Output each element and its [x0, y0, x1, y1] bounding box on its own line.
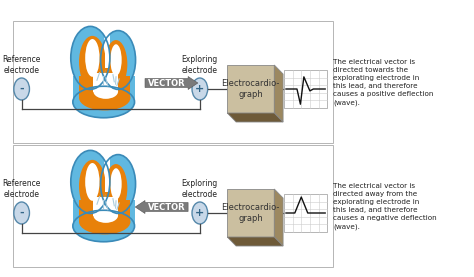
- Ellipse shape: [105, 40, 128, 88]
- Text: +: +: [195, 208, 204, 218]
- Polygon shape: [105, 157, 109, 193]
- Ellipse shape: [110, 168, 122, 200]
- Text: Reference
electrode: Reference electrode: [2, 55, 41, 75]
- Polygon shape: [227, 237, 283, 246]
- Text: VECTOR: VECTOR: [148, 202, 185, 212]
- Ellipse shape: [85, 39, 100, 77]
- Ellipse shape: [93, 208, 118, 223]
- Ellipse shape: [192, 78, 208, 100]
- Text: +: +: [195, 84, 204, 94]
- Ellipse shape: [14, 202, 29, 224]
- Polygon shape: [284, 194, 327, 232]
- Polygon shape: [73, 200, 135, 226]
- Polygon shape: [227, 113, 283, 122]
- Polygon shape: [274, 65, 283, 122]
- Ellipse shape: [105, 164, 128, 212]
- Text: Exploring
electrode: Exploring electrode: [182, 179, 218, 199]
- Ellipse shape: [79, 85, 130, 111]
- Polygon shape: [227, 189, 274, 237]
- Text: -: -: [19, 208, 24, 218]
- Ellipse shape: [100, 30, 136, 89]
- FancyArrow shape: [135, 201, 188, 214]
- Text: Exploring
electrode: Exploring electrode: [182, 55, 218, 75]
- Polygon shape: [105, 33, 109, 68]
- Ellipse shape: [73, 210, 135, 242]
- Ellipse shape: [71, 150, 110, 213]
- Text: -: -: [19, 84, 24, 94]
- Ellipse shape: [71, 26, 110, 89]
- Ellipse shape: [14, 78, 29, 100]
- Ellipse shape: [79, 209, 130, 234]
- Polygon shape: [104, 155, 110, 194]
- Ellipse shape: [100, 155, 136, 213]
- Polygon shape: [79, 200, 130, 222]
- Ellipse shape: [79, 160, 106, 212]
- Ellipse shape: [110, 44, 122, 76]
- Polygon shape: [104, 30, 110, 71]
- Text: VECTOR: VECTOR: [148, 78, 185, 88]
- Text: The electrical vector is
directed towards the
explorating electrode in
this lead: The electrical vector is directed toward…: [333, 59, 433, 106]
- FancyArrow shape: [145, 76, 198, 89]
- Polygon shape: [93, 197, 118, 216]
- Text: Electrocardio-
graph: Electrocardio- graph: [221, 79, 280, 99]
- Ellipse shape: [79, 36, 106, 88]
- Ellipse shape: [73, 86, 135, 118]
- Polygon shape: [284, 70, 327, 108]
- Polygon shape: [79, 76, 130, 98]
- Polygon shape: [227, 65, 274, 113]
- Ellipse shape: [85, 163, 100, 201]
- Polygon shape: [274, 189, 283, 246]
- Ellipse shape: [192, 202, 208, 224]
- Ellipse shape: [93, 84, 118, 99]
- Polygon shape: [73, 76, 135, 102]
- Text: Reference
electrode: Reference electrode: [2, 179, 41, 199]
- Text: Electrocardio-
graph: Electrocardio- graph: [221, 202, 280, 223]
- Polygon shape: [93, 73, 118, 91]
- Text: The electrical vector is
directed away from the
explorating electrode in
this le: The electrical vector is directed away f…: [333, 183, 437, 230]
